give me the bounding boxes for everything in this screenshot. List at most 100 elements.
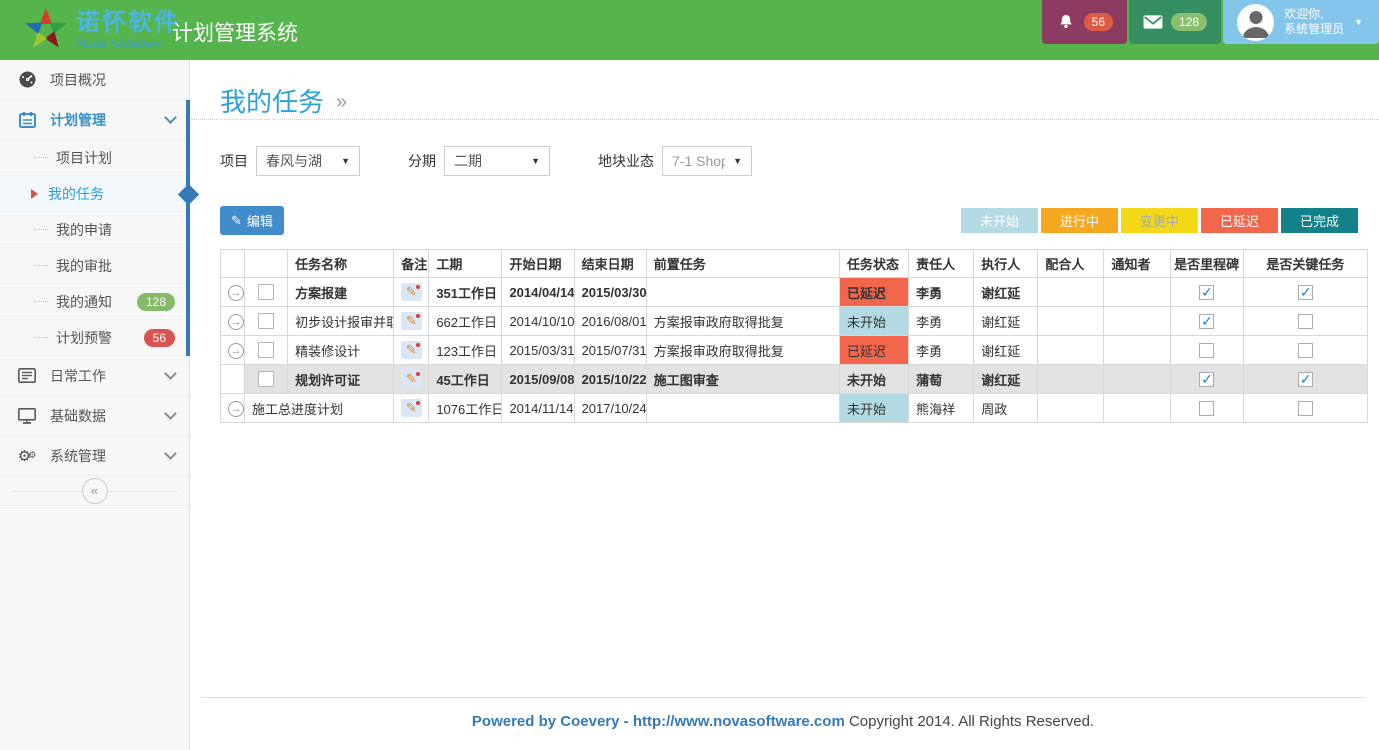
bell-icon <box>1059 15 1072 29</box>
expand-cell: → <box>219 277 246 307</box>
column-header-3: 任务名称 <box>287 249 395 278</box>
critical-task-checkbox[interactable] <box>1297 371 1313 388</box>
column-header-9: 任务状态 <box>839 249 910 278</box>
sidebar-item-daily-work[interactable]: 日常工作 <box>0 356 189 396</box>
critical-task-cell <box>1242 335 1369 365</box>
sidebar-subitem-label: 计划预警 <box>56 329 112 346</box>
legend-status-4[interactable]: 已延迟 <box>1201 208 1278 233</box>
sidebar-subitem-label: 我的通知 <box>56 293 112 310</box>
owner-cell: 李勇 <box>908 335 975 365</box>
sidebar-subitem-6[interactable]: 计划预警 56 <box>0 320 189 356</box>
avatar <box>1237 3 1275 41</box>
sidebar-subitem-5[interactable]: 我的通知 128 <box>0 284 189 320</box>
expand-row-icon[interactable]: → <box>228 342 244 359</box>
sidebar-subitem-label: 项目计划 <box>56 149 112 166</box>
status-legend: 未开始 进行中 变更中 已延迟 已完成 <box>958 208 1358 233</box>
user-menu[interactable]: 欢迎你, 系统管理员 ▼ <box>1223 0 1379 44</box>
sidebar-subitem-1[interactable]: 项目计划 <box>0 140 189 176</box>
edit-button-label: 编辑 <box>246 214 273 229</box>
edit-note-pencil-icon[interactable]: ✎ <box>400 370 422 388</box>
sidebar-group-plan-management: 计划管理 项目计划我的任务我的申请我的审批我的通知 128 计划预警 56 <box>0 100 200 356</box>
notifier-cell <box>1103 393 1171 423</box>
column-header-12: 配合人 <box>1037 249 1105 278</box>
app-title: 计划管理系统 <box>172 22 298 45</box>
edit-note-pencil-icon[interactable]: ✎ <box>400 312 422 330</box>
sidebar-item-project-overview[interactable]: 项目概况 <box>0 60 189 100</box>
sidebar-collapse-button[interactable]: « <box>81 477 108 504</box>
milestone-checkbox[interactable] <box>1199 371 1215 388</box>
task-row-4: 规划许可证 ✎ 45工作日 2015/09/08 2015/10/22 施工图审查 未开始蒲… <box>219 364 1369 394</box>
expand-row-icon[interactable]: → <box>228 313 244 330</box>
sidebar-subitem-3[interactable]: 我的申请 <box>0 212 189 248</box>
chevron-down-icon <box>164 447 177 460</box>
critical-task-checkbox[interactable] <box>1297 401 1313 417</box>
start-date-cell: 2014/11/14 <box>501 393 575 423</box>
dotted-guide <box>34 337 48 338</box>
chevron-down-icon <box>164 407 177 420</box>
expand-row-icon[interactable]: → <box>228 284 244 301</box>
edit-button[interactable]: ✎ 编辑 <box>220 206 284 235</box>
status-cell: 已延迟 <box>839 277 910 307</box>
sidebar-item-base-data[interactable]: 基础数据 <box>0 396 189 436</box>
footer: Powered by Coevery - http://www.novasoft… <box>201 697 1365 750</box>
executor-cell: 周政 <box>973 393 1039 423</box>
end-date-cell: 2017/10/24 <box>573 393 647 423</box>
brand-name-cn: 诺怀软件 <box>76 8 180 36</box>
owner-cell: 李勇 <box>908 277 975 307</box>
legend-status-5[interactable]: 已完成 <box>1281 208 1358 233</box>
legend-status-2[interactable]: 进行中 <box>1041 208 1118 233</box>
envelope-icon <box>1143 15 1163 29</box>
critical-task-checkbox[interactable] <box>1297 314 1313 330</box>
sidebar-item-system-management[interactable]: ⚙ ⚙ 系统管理 <box>0 436 189 476</box>
phase-select[interactable]: 二期 ▼ <box>444 146 550 176</box>
message-count-badge: 128 <box>1171 13 1208 31</box>
sidebar-item-plan-management[interactable]: 计划管理 <box>0 100 189 140</box>
start-date-cell: 2014/04/14 <box>501 277 575 307</box>
helper-cell <box>1037 393 1105 423</box>
main-content: 我的任务 » 项目 春风与湖 ▼ 分期 二期 ▼ 地块业态 7-1 Shopp … <box>191 60 1379 750</box>
executor-cell: 谢红延 <box>973 335 1039 365</box>
count-badge: 128 <box>136 292 175 311</box>
block-type-select[interactable]: 7-1 Shopp ▼ <box>662 146 752 176</box>
sidebar-subitem-4[interactable]: 我的审批 <box>0 248 189 284</box>
expand-row-icon[interactable]: → <box>228 400 244 417</box>
end-date-cell: 2015/10/22 <box>573 364 647 394</box>
edit-note-pencil-icon[interactable]: ✎ <box>400 399 422 417</box>
milestone-checkbox[interactable] <box>1199 284 1215 301</box>
task-table: 任务名称 备注 工期 开始日期 结束日期 前置任务 任务状态 责任人 执行人 配合人 通知者 是否里程… <box>219 249 1369 423</box>
milestone-checkbox[interactable] <box>1199 313 1215 330</box>
column-header-7: 结束日期 <box>573 249 647 278</box>
row-select-checkbox[interactable] <box>258 342 275 359</box>
helper-cell <box>1037 335 1105 365</box>
row-select-checkbox[interactable] <box>258 313 275 330</box>
row-select-checkbox[interactable] <box>258 371 275 388</box>
row-select-checkbox[interactable] <box>258 284 275 301</box>
status-cell: 已延迟 <box>839 335 910 365</box>
task-row-3: → 精装修设计 ✎ 123工作日 2015/03/31 2015/07/31 方案报审政府取… <box>219 335 1369 365</box>
edit-note-pencil-icon[interactable]: ✎ <box>400 283 422 301</box>
legend-status-3[interactable]: 变更中 <box>1121 208 1198 233</box>
sidebar-subitem-label: 我的申请 <box>56 221 112 238</box>
messages-button[interactable]: 128 <box>1129 0 1222 44</box>
helper-cell <box>1037 364 1105 394</box>
executor-cell: 谢红延 <box>973 277 1039 307</box>
critical-task-checkbox[interactable] <box>1297 343 1313 359</box>
milestone-checkbox[interactable] <box>1199 401 1215 417</box>
predecessor-cell <box>645 393 841 423</box>
column-header-5: 工期 <box>428 249 503 278</box>
duration-cell: 45工作日 <box>428 364 503 394</box>
plan-management-submenu: 项目计划我的任务我的申请我的审批我的通知 128 计划预警 56 <box>0 140 189 356</box>
milestone-checkbox[interactable] <box>1199 343 1215 359</box>
task-row-5: → 施工总进度计划 ✎ 1076工作日 2014/11/14 2017/10/24 未开始熊… <box>219 393 1369 423</box>
sidebar-subitem-2[interactable]: 我的任务 <box>0 176 189 212</box>
notifier-cell <box>1103 306 1171 336</box>
critical-task-checkbox[interactable] <box>1297 284 1313 301</box>
legend-status-1[interactable]: 未开始 <box>961 208 1038 233</box>
project-select[interactable]: 春风与湖 ▼ <box>256 146 360 176</box>
expand-cell: → <box>219 335 246 365</box>
notifications-button[interactable]: 56 <box>1041 0 1128 44</box>
edit-note-pencil-icon[interactable]: ✎ <box>400 341 422 359</box>
footer-link[interactable]: Powered by Coevery - http://www.novasoft… <box>471 713 845 730</box>
column-header-4: 备注 <box>393 249 430 278</box>
select-cell <box>244 364 289 394</box>
